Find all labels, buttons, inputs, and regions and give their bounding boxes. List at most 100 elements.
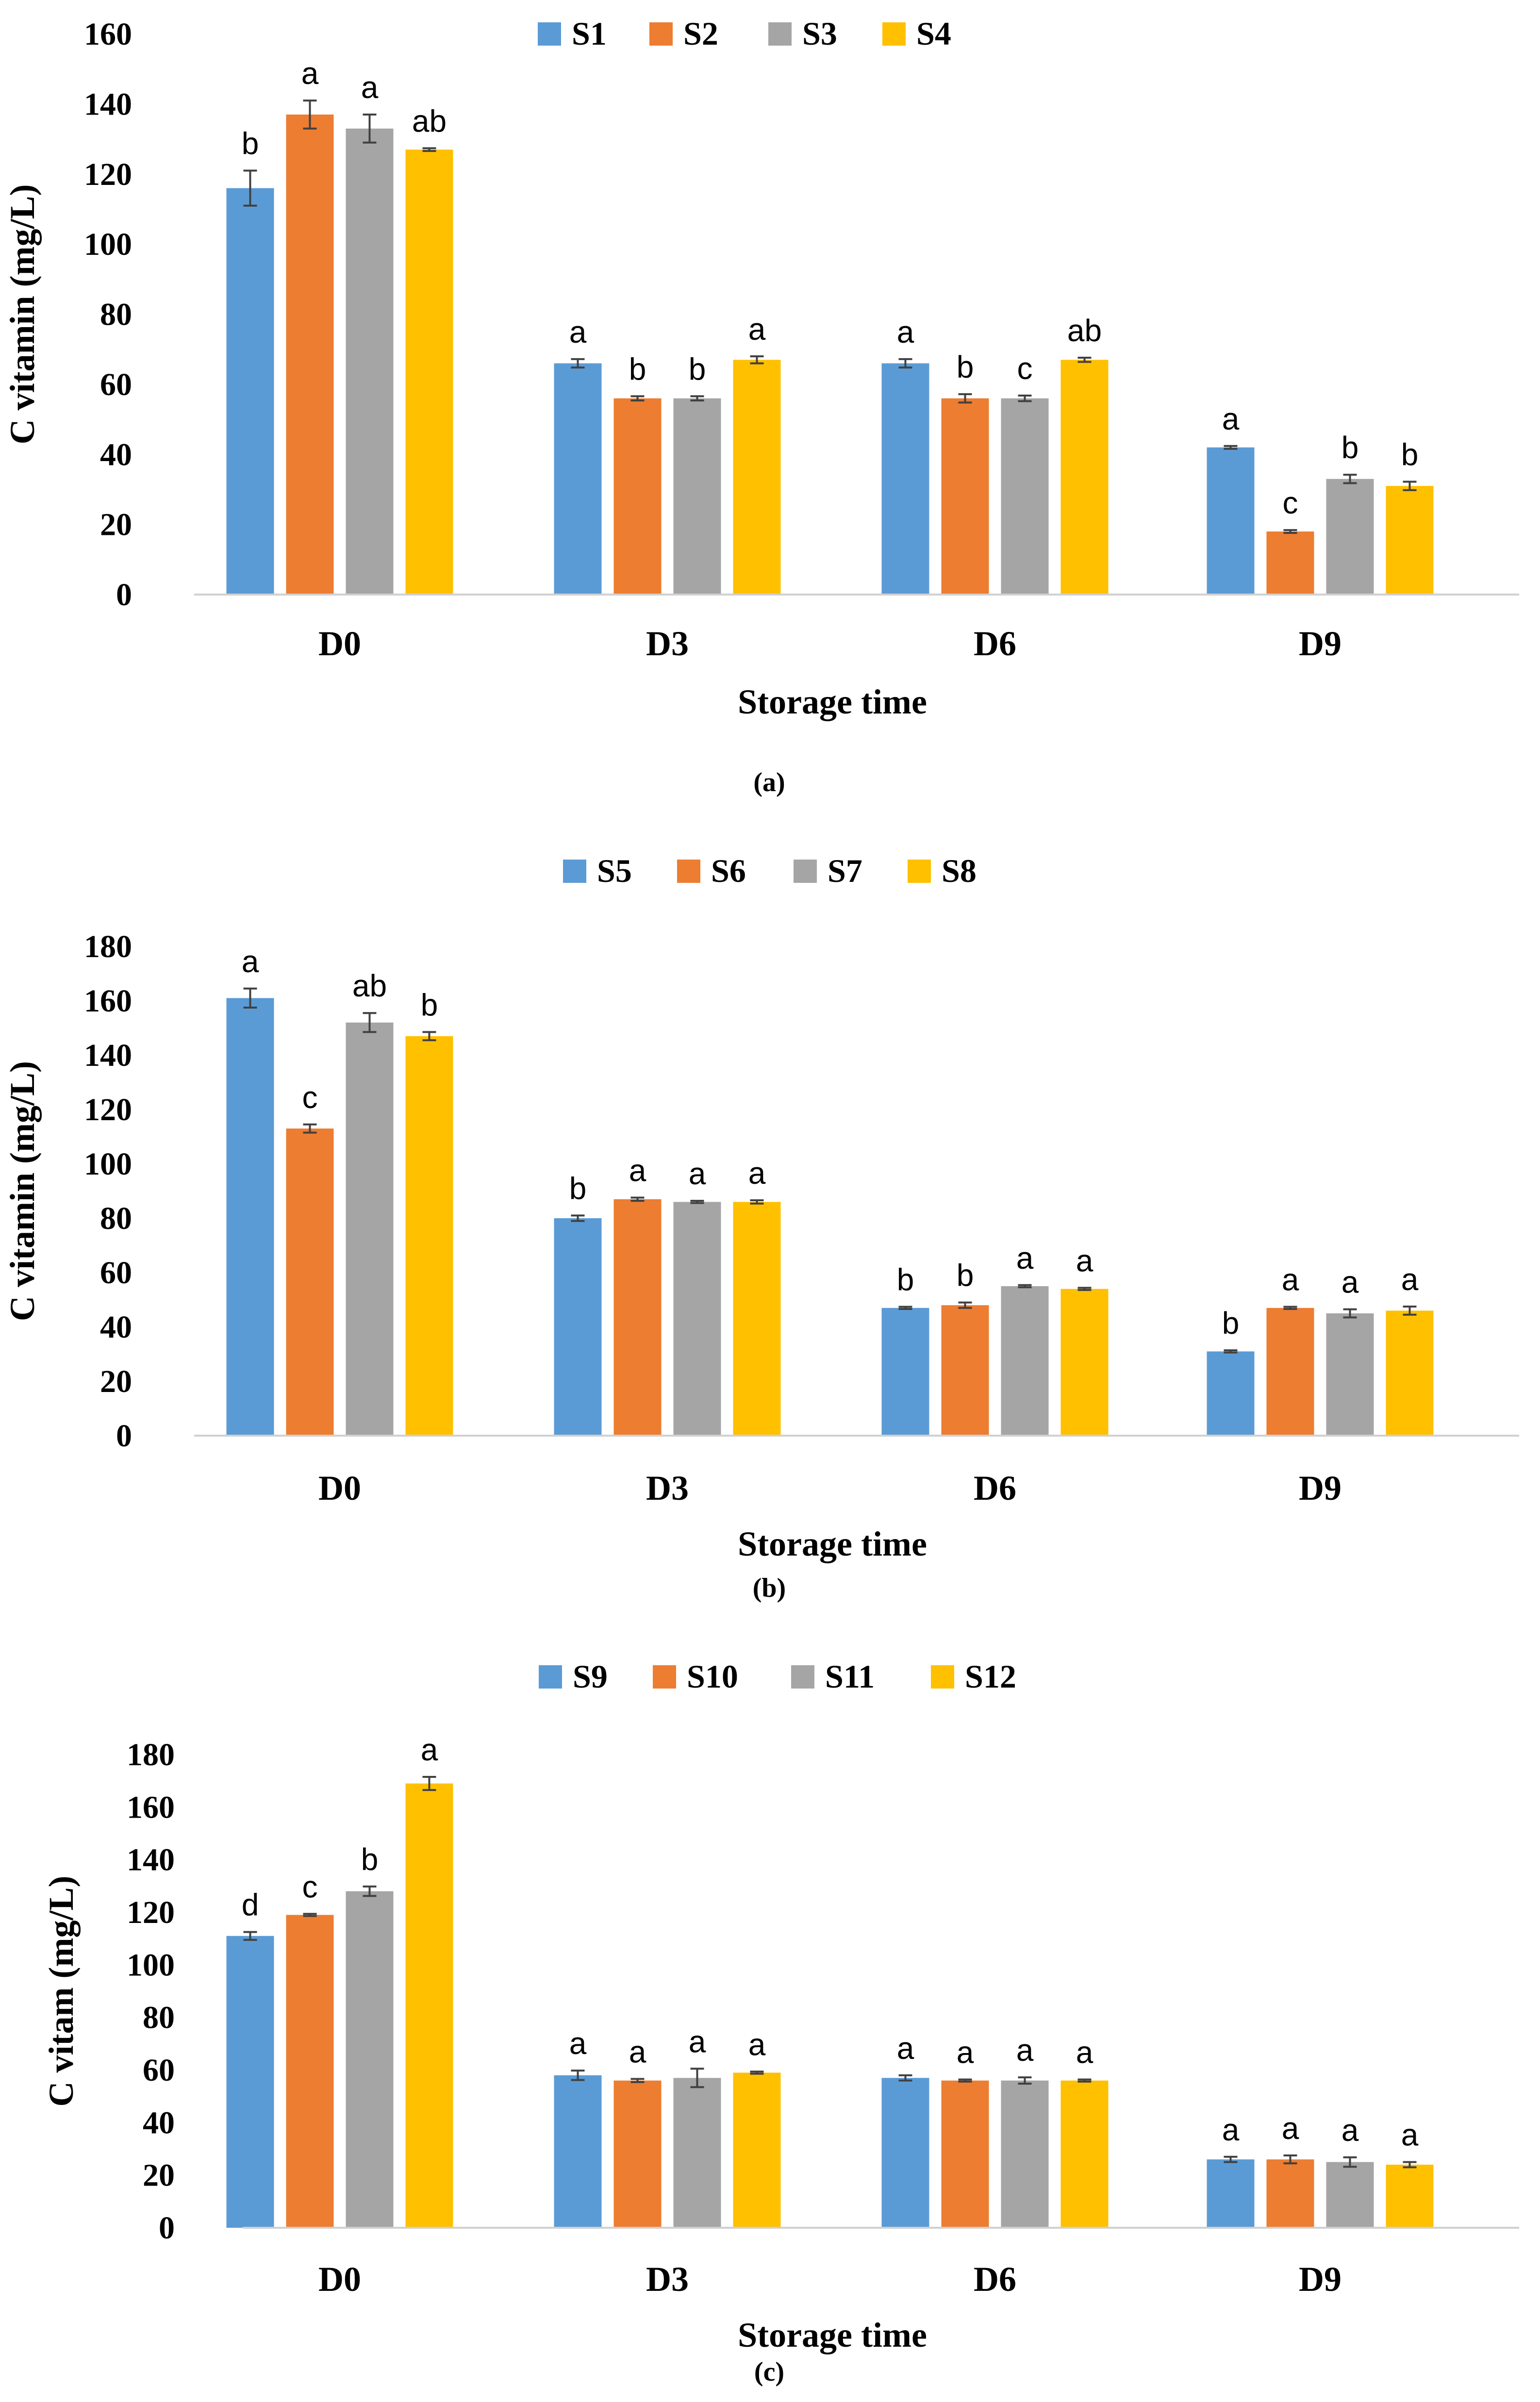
bar-S6-D0 bbox=[286, 1128, 334, 1436]
bar-S10-D3 bbox=[613, 2080, 662, 2228]
significance-letter-S5-D6: b bbox=[897, 1262, 914, 1297]
y-tick-label: 180 bbox=[84, 929, 132, 964]
significance-letter-S1-D6: a bbox=[897, 315, 914, 349]
significance-letter-S10-D0: c bbox=[302, 1869, 318, 1904]
x-tick-label-D6: D6 bbox=[974, 1469, 1016, 1507]
bar-S4-D3 bbox=[733, 360, 781, 595]
y-tick-label: 60 bbox=[100, 1255, 132, 1291]
significance-letter-S5-D0: a bbox=[242, 944, 259, 979]
legend-label-S8: S8 bbox=[942, 852, 977, 889]
x-tick-label-D3: D3 bbox=[646, 1469, 689, 1507]
bar-S3-D3 bbox=[673, 398, 721, 595]
bar-S12-D0 bbox=[405, 1783, 453, 2228]
significance-letter-S1-D9: a bbox=[1222, 401, 1240, 436]
legend-swatch-S6 bbox=[677, 860, 700, 883]
panel-caption: (a) bbox=[753, 767, 785, 797]
bar-S3-D0 bbox=[346, 128, 394, 595]
legend-swatch-S2 bbox=[649, 22, 673, 46]
bar-S8-D0 bbox=[405, 1036, 453, 1436]
legend-label-S6: S6 bbox=[711, 852, 746, 889]
legend-label-S5: S5 bbox=[597, 852, 632, 889]
bar-S6-D6 bbox=[941, 1305, 989, 1436]
y-tick-label: 40 bbox=[100, 1309, 132, 1345]
significance-letter-S11-D3: a bbox=[689, 2024, 706, 2059]
x-tick-label-D9: D9 bbox=[1299, 1469, 1341, 1507]
chart-c: S9 S10 S11 S12 0 20 40 60 80 100 120 140 160 180 C vit… bbox=[42, 1658, 1519, 2387]
significance-letter-S8-D3: a bbox=[748, 1156, 766, 1191]
significance-letter-S9-D0: d bbox=[242, 1888, 259, 1922]
x-axis-title: Storage time bbox=[738, 682, 927, 721]
y-tick-label: 140 bbox=[84, 1038, 132, 1073]
significance-letter-S8-D0: b bbox=[421, 987, 438, 1022]
significance-letter-S7-D3: a bbox=[689, 1156, 706, 1191]
significance-letter-S3-D9: b bbox=[1341, 430, 1359, 465]
bar-S8-D3 bbox=[733, 1202, 781, 1436]
x-tick-label-D0: D0 bbox=[318, 624, 361, 663]
significance-letter-S1-D0: b bbox=[242, 126, 259, 161]
significance-letter-S9-D6: a bbox=[897, 2031, 914, 2066]
bar-S4-D0 bbox=[405, 149, 453, 595]
significance-letter-S3-D0: a bbox=[361, 70, 379, 105]
significance-letter-S12-D3: a bbox=[748, 2027, 766, 2062]
y-tick-label: 140 bbox=[127, 1842, 175, 1878]
legend-label-S2: S2 bbox=[683, 15, 718, 52]
y-tick-label: 80 bbox=[100, 1201, 132, 1236]
significance-letter-S4-D0: ab bbox=[412, 103, 447, 138]
y-tick-label: 100 bbox=[127, 1947, 175, 1983]
bar-S1-D0 bbox=[226, 188, 274, 595]
bar-S4-D9 bbox=[1386, 486, 1434, 595]
bar-S11-D3 bbox=[673, 2078, 721, 2228]
significance-letter-S5-D9: b bbox=[1222, 1306, 1240, 1341]
significance-letter-S6-D6: b bbox=[957, 1258, 974, 1293]
x-tick-label-D0: D0 bbox=[318, 1469, 361, 1507]
bar-S12-D9 bbox=[1386, 2165, 1434, 2228]
significance-letter-S5-D3: b bbox=[569, 1171, 587, 1206]
y-axis-title: C vitamin (mg/L) bbox=[3, 184, 42, 445]
y-tick-label: 140 bbox=[84, 86, 132, 122]
y-tick-label: 180 bbox=[127, 1737, 175, 1773]
x-axis-title: Storage time bbox=[738, 1524, 927, 1563]
legend-swatch-S1 bbox=[538, 22, 561, 46]
significance-letter-S11-D0: b bbox=[361, 1842, 379, 1877]
significance-letter-S2-D3: b bbox=[629, 351, 646, 386]
y-tick-label: 160 bbox=[84, 17, 132, 52]
x-tick-label-D9: D9 bbox=[1299, 624, 1341, 663]
significance-letter-S10-D6: a bbox=[957, 2035, 974, 2070]
x-tick-label-D3: D3 bbox=[646, 2260, 689, 2299]
legend-label-S9: S9 bbox=[573, 1658, 608, 1695]
y-tick-label: 120 bbox=[84, 1092, 132, 1127]
x-tick-label-D6: D6 bbox=[974, 2260, 1016, 2299]
legend-swatch-S9 bbox=[539, 1665, 562, 1689]
chart-b: S5 S6 S7 S8 0 20 40 60 80 100 120 140 160 180 C vitami… bbox=[3, 852, 1519, 1603]
bar-S7-D6 bbox=[1001, 1286, 1049, 1436]
bar-S12-D3 bbox=[733, 2072, 781, 2228]
y-tick-label: 80 bbox=[100, 297, 132, 332]
bar-S1-D6 bbox=[881, 363, 929, 595]
y-tick-label: 60 bbox=[100, 367, 132, 402]
bar-S11-D6 bbox=[1001, 2080, 1049, 2228]
bar-S6-D3 bbox=[613, 1199, 662, 1436]
legend-swatch-S11 bbox=[791, 1665, 814, 1689]
x-tick-label-D6: D6 bbox=[974, 624, 1016, 663]
bar-S3-D6 bbox=[1001, 398, 1049, 595]
significance-letter-S1-D3: a bbox=[569, 315, 587, 349]
x-tick-label-D3: D3 bbox=[646, 624, 689, 663]
significance-letter-S6-D3: a bbox=[629, 1153, 646, 1188]
bar-S5-D9 bbox=[1207, 1351, 1255, 1436]
legend-label-S12: S12 bbox=[965, 1658, 1016, 1695]
significance-letter-S3-D3: b bbox=[689, 351, 706, 386]
y-tick-label: 100 bbox=[84, 227, 132, 262]
y-tick-label: 120 bbox=[84, 157, 132, 192]
bar-S11-D0 bbox=[346, 1891, 394, 2228]
bar-S10-D0 bbox=[286, 1915, 334, 2228]
bar-S11-D9 bbox=[1326, 2162, 1374, 2228]
legend-label-S3: S3 bbox=[802, 15, 837, 52]
y-tick-label: 40 bbox=[143, 2105, 175, 2140]
bar-S12-D6 bbox=[1060, 2080, 1109, 2228]
significance-letter-S6-D9: a bbox=[1282, 1262, 1299, 1297]
legend-swatch-S7 bbox=[794, 860, 817, 883]
legend-label-S1: S1 bbox=[572, 15, 607, 52]
bar-S10-D9 bbox=[1266, 2159, 1314, 2228]
y-tick-label: 0 bbox=[116, 1418, 132, 1454]
